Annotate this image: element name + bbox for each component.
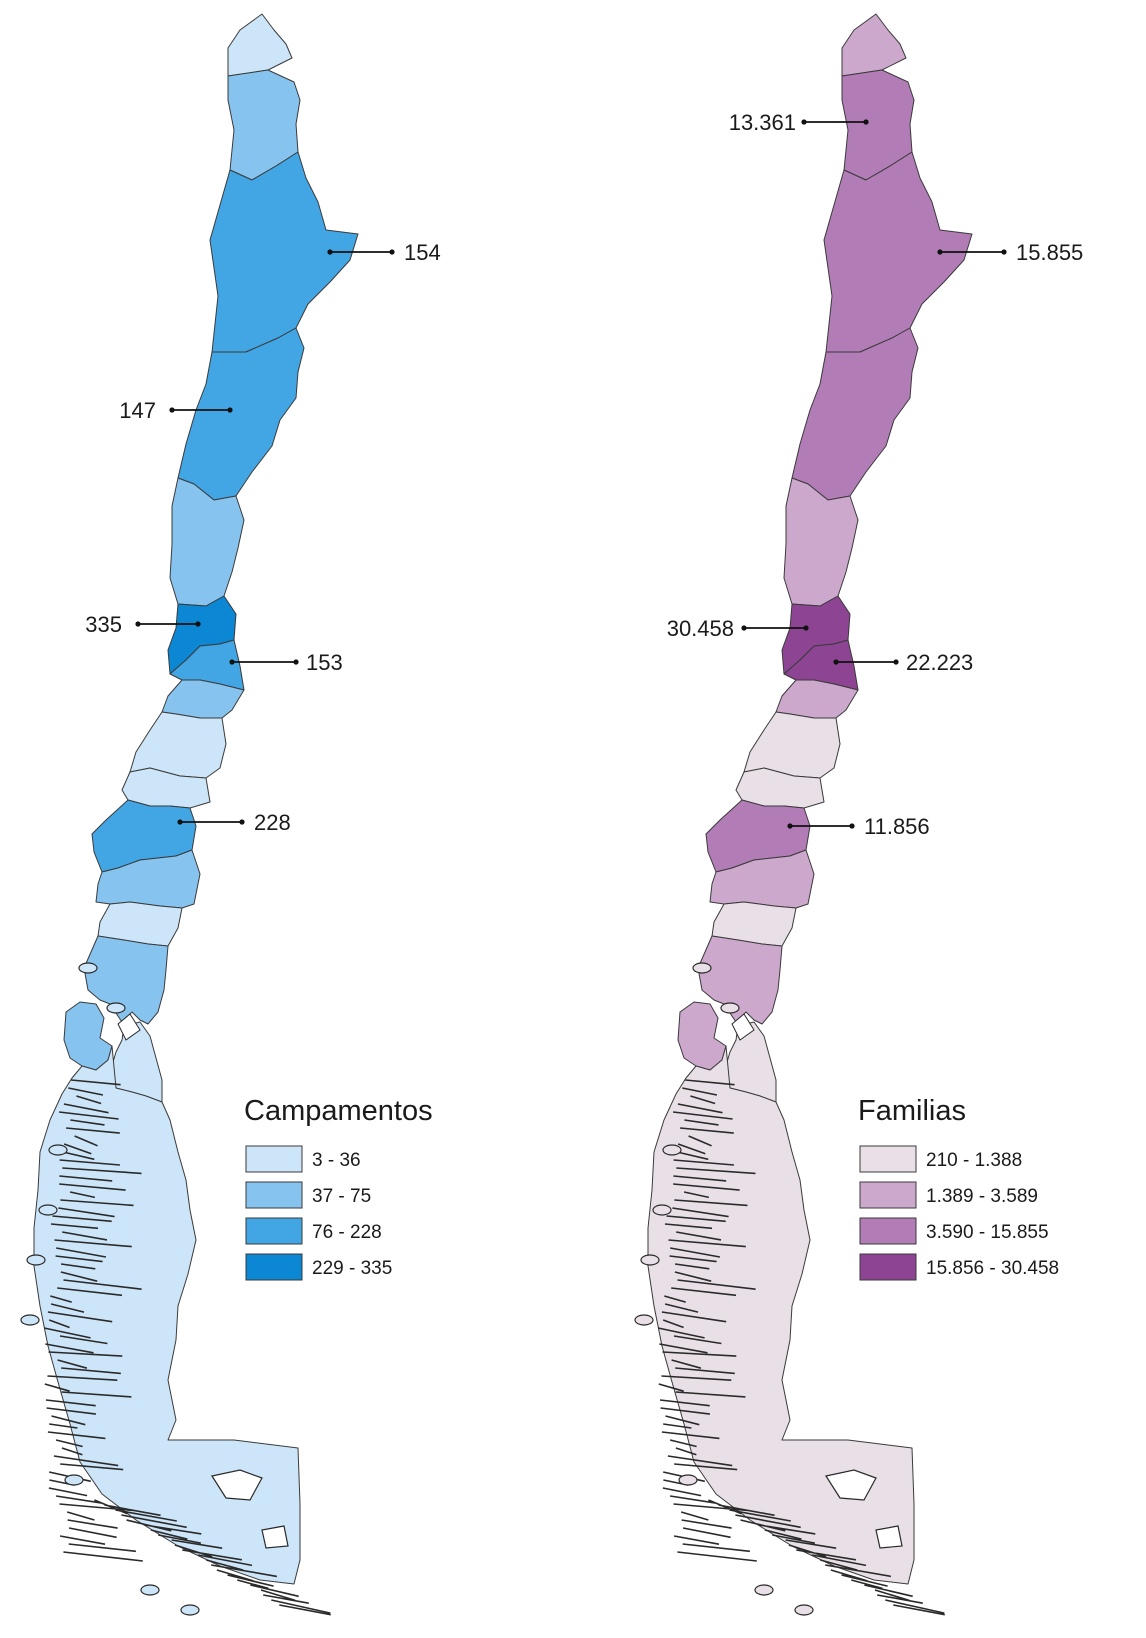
familias-inlet: [731, 1013, 755, 1041]
campamentos-fjords: [43, 1079, 331, 1616]
campamentos-island: [26, 1254, 46, 1266]
familias-region: [677, 1001, 727, 1071]
campamentos-region: [209, 151, 359, 353]
campamentos-callout-dot: [239, 819, 245, 825]
familias-island: [640, 1254, 660, 1266]
familias-callout-dot: [803, 625, 809, 631]
familias-island: [678, 1474, 698, 1486]
familias-callout-label: 13.361: [729, 110, 796, 135]
familias-legend-title: Familias: [858, 1095, 966, 1127]
campamentos-callout-dot: [229, 659, 235, 665]
campamentos-callout-dot: [227, 407, 233, 413]
campamentos-island: [64, 1474, 84, 1486]
familias-island: [794, 1604, 814, 1616]
familias-legend-label: 15.856 - 30.458: [926, 1258, 1059, 1279]
familias-legend: Familias 210 - 1.388 1.389 - 3.589 3.590 - …: [858, 1095, 1059, 1281]
campamentos-callouts: 154 147 335 153 228: [85, 240, 440, 835]
campamentos-legend-title: Campamentos: [244, 1095, 433, 1127]
familias-legend-label: 3.590 - 15.855: [926, 1222, 1049, 1243]
familias-legend-label: 210 - 1.388: [926, 1150, 1022, 1171]
familias-callout-dot: [893, 659, 899, 665]
campamentos-callout-dot: [195, 621, 201, 627]
familias-lakes: [825, 1469, 903, 1549]
campamentos-legend-label: 37 - 75: [312, 1186, 371, 1207]
campamentos-callout-dot: [177, 819, 183, 825]
familias-island: [754, 1584, 774, 1596]
familias-callout-dot: [937, 249, 943, 255]
campamentos-region: [83, 935, 169, 1025]
familias-callout-dot: [849, 823, 855, 829]
familias-island: [720, 1002, 740, 1014]
familias-callout-label: 11.856: [864, 814, 930, 839]
familias-callout-label: 22.223: [906, 650, 973, 675]
familias-regions: [647, 13, 973, 1585]
campamentos-callout-label: 228: [254, 810, 291, 835]
familias-region: [697, 935, 783, 1025]
familias-legend-swatch: [859, 1217, 917, 1245]
familias-legend-swatch: [859, 1181, 917, 1209]
campamentos-legend-label: 3 - 36: [312, 1150, 361, 1171]
campamentos-island: [78, 962, 98, 974]
campamentos-island: [20, 1314, 40, 1326]
familias-callout-dot: [1001, 249, 1007, 255]
campamentos-region: [95, 849, 201, 909]
campamentos-region: [227, 13, 293, 77]
campamentos-callout-dot: [327, 249, 333, 255]
campamentos-legend-label: 229 - 335: [312, 1258, 392, 1279]
campamentos-map: 154 147 335 153 228 Campamentos 3 - 36 37 - 75 7…: [20, 13, 441, 1616]
familias-region: [841, 13, 907, 77]
campamentos-callout-dot: [293, 659, 299, 665]
campamentos-region: [63, 1001, 113, 1071]
campamentos-callout-label: 154: [404, 240, 441, 265]
campamentos-callout-label: 335: [85, 612, 122, 637]
familias-callout-dot: [833, 659, 839, 665]
familias-island: [692, 962, 712, 974]
familias-callout-dot: [801, 119, 807, 125]
campamentos-callout-dot: [169, 407, 175, 413]
campamentos-callout-dot: [389, 249, 395, 255]
campamentos-legend: Campamentos 3 - 36 37 - 75 76 - 228 229 - 33…: [244, 1095, 433, 1281]
familias-region: [743, 711, 841, 779]
campamentos-island: [48, 1144, 68, 1156]
campamentos-island: [180, 1604, 200, 1616]
campamentos-island: [106, 1002, 126, 1014]
campamentos-legend-swatch: [245, 1145, 303, 1173]
campamentos-legend-swatch: [245, 1217, 303, 1245]
familias-island: [662, 1144, 682, 1156]
campamentos-callout-label: 147: [119, 398, 156, 423]
campamentos-legend-swatch: [245, 1253, 303, 1281]
campamentos-callout-label: 153: [306, 650, 343, 675]
familias-callout-dot: [741, 625, 747, 631]
familias-island: [634, 1314, 654, 1326]
familias-island: [652, 1204, 672, 1216]
familias-callout-dot: [787, 823, 793, 829]
campamentos-regions: [33, 13, 359, 1585]
campamentos-legend-label: 76 - 228: [312, 1222, 382, 1243]
familias-callout-label: 15.855: [1016, 240, 1083, 265]
campamentos-inlet: [117, 1013, 141, 1041]
campamentos-region: [129, 711, 227, 779]
familias-region: [823, 151, 973, 353]
familias-legend-label: 1.389 - 3.589: [926, 1186, 1038, 1207]
familias-region: [791, 327, 919, 501]
familias-region: [783, 477, 859, 607]
campamentos-island: [140, 1584, 160, 1596]
familias-region: [709, 849, 815, 909]
familias-map: 13.361 15.855 30.458 22.223 11.856 Familias 21…: [634, 13, 1084, 1616]
familias-legend-swatch: [859, 1145, 917, 1173]
campamentos-island: [38, 1204, 58, 1216]
campamentos-region: [169, 477, 245, 607]
familias-callout-dot: [863, 119, 869, 125]
campamentos-callout-dot: [135, 621, 141, 627]
campamentos-region: [177, 327, 305, 501]
familias-legend-swatch: [859, 1253, 917, 1281]
familias-callout-label: 30.458: [667, 616, 734, 641]
campamentos-lakes: [211, 1469, 289, 1549]
campamentos-legend-swatch: [245, 1181, 303, 1209]
familias-fjords: [657, 1079, 945, 1616]
familias-callouts: 13.361 15.855 30.458 22.223 11.856: [667, 110, 1084, 839]
